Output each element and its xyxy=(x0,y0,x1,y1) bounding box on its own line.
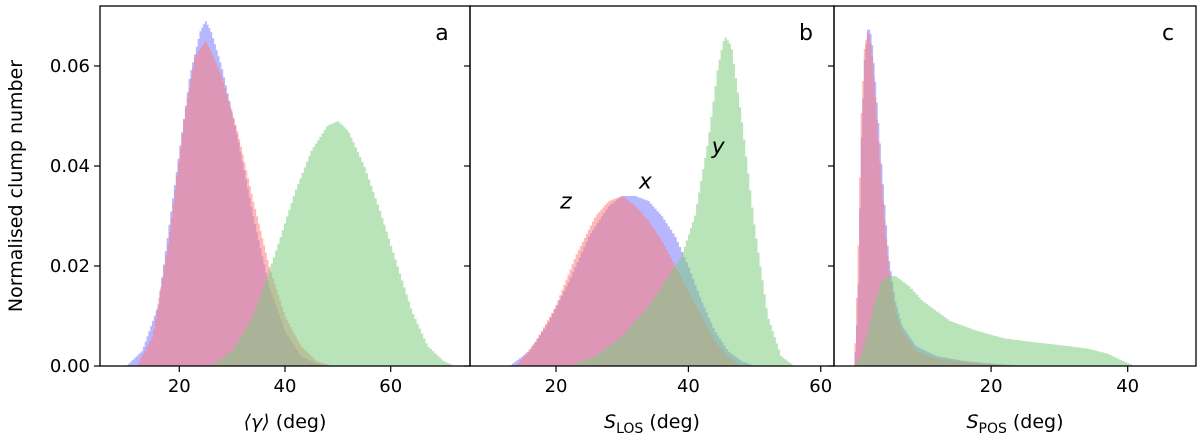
panel-letter: a xyxy=(435,21,448,46)
x-axis-label: SPOS (deg) xyxy=(966,411,1063,437)
x-axis-label-symbol: ⟨γ⟩ xyxy=(244,411,270,433)
x-axis-label-subscript: POS xyxy=(979,421,1007,437)
panel-b: 20 40 60 b z x y SLOS (deg) xyxy=(464,5,835,437)
x-axis-label-unit: (deg) xyxy=(1007,411,1064,433)
x-axis-label-unit: (deg) xyxy=(643,411,700,433)
x-axis-label-symbol: S xyxy=(604,411,616,433)
panel-letter: b xyxy=(799,21,813,46)
x-tick-label: 60 xyxy=(379,376,402,397)
histogram-z xyxy=(137,41,333,366)
x-axis-label: SLOS (deg) xyxy=(604,411,700,437)
x-tick-label: 20 xyxy=(168,376,191,397)
x-tick-label: 60 xyxy=(809,376,832,397)
series-annotation: x xyxy=(638,170,653,195)
x-axis-label-subscript: LOS xyxy=(616,421,643,437)
y-tick-label: 0.04 xyxy=(50,156,90,177)
plot-area xyxy=(854,29,1135,366)
plot-area xyxy=(126,21,455,366)
series-annotation: z xyxy=(559,190,572,215)
x-tick-label: 40 xyxy=(1116,376,1139,397)
panel-letter: c xyxy=(1162,21,1174,46)
y-axis-label: Normalised clump number xyxy=(5,60,27,312)
x-axis-label: ⟨γ⟩ (deg) xyxy=(244,411,327,433)
y-tick-label: 0.00 xyxy=(50,356,90,377)
plot-area xyxy=(509,37,795,366)
x-axis-label-unit: (deg) xyxy=(270,411,327,433)
panel-c: 20 40 c SPOS (deg) xyxy=(828,5,1197,437)
y-tick-label: 0.02 xyxy=(50,256,90,277)
y-tick-label: 0.06 xyxy=(50,56,90,77)
histogram-y xyxy=(854,276,1135,366)
x-tick-label: 20 xyxy=(545,376,568,397)
x-tick-label: 40 xyxy=(677,376,700,397)
panel-a: 20 40 60 0.00 0.02 0.04 0.06 a ⟨γ⟩ (deg) xyxy=(50,5,471,433)
histogram-y xyxy=(211,121,455,366)
series-annotation: y xyxy=(711,135,726,160)
x-tick-label: 20 xyxy=(980,376,1003,397)
x-tick-label: 40 xyxy=(274,376,297,397)
x-axis-label-symbol: S xyxy=(966,411,978,433)
histogram-y xyxy=(569,37,795,366)
axes-frame xyxy=(833,5,1197,367)
